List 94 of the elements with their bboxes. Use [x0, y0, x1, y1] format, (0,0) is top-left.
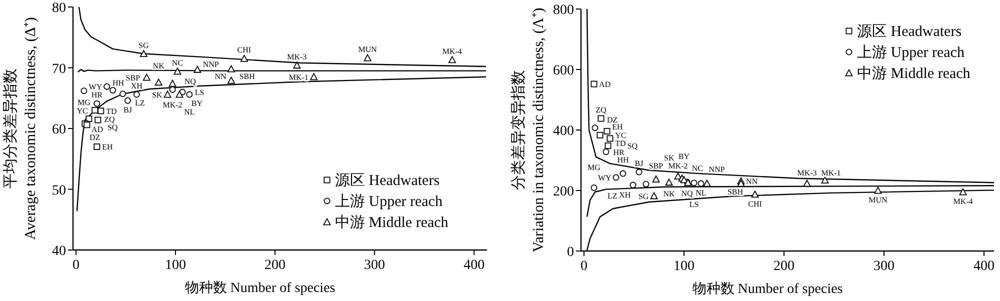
annotation: CHI — [748, 199, 762, 208]
x-tick-label: 200 — [774, 259, 794, 274]
annotation: CHI — [237, 46, 252, 55]
annotation: HR — [91, 90, 104, 100]
annotation: XH — [619, 190, 631, 200]
annotation: SBP — [648, 161, 664, 170]
legend-label: 源区 Headwaters — [857, 23, 962, 40]
annotation: NQ — [184, 77, 196, 86]
legend-label: 上游 Upper reach — [857, 44, 965, 61]
annotation: MK-4 — [953, 197, 973, 206]
x-tick-label: 300 — [874, 259, 894, 274]
y-axis-title: 平均分类差异指数 Average taxonomic distinctness, (Δ⁺) — [2, 17, 39, 240]
annotation: MK-2 — [668, 161, 688, 170]
annotation: AD — [599, 80, 611, 90]
annotation: EH — [612, 122, 624, 132]
y-tick-label: 60 — [52, 122, 66, 138]
legend-label: 上游 Upper reach — [335, 193, 443, 210]
x-tick-label: 200 — [264, 258, 286, 273]
annotation: HR — [613, 148, 626, 157]
y-tick-label: 200 — [553, 184, 574, 200]
annotation: MK-1 — [288, 72, 308, 82]
annotation: HH — [112, 78, 124, 88]
annotation: MK-3 — [797, 168, 817, 178]
annotation: TD — [106, 106, 117, 116]
y-axis-title: 分类差异变异指数 Variation in taxonomic distinctness, (Λ⁺) — [510, 8, 547, 252]
annotation: SBH — [239, 72, 256, 81]
annotation: BJ — [634, 159, 644, 168]
annotation: NK — [663, 189, 675, 198]
annotation: LS — [194, 88, 204, 98]
annotation: ZQ — [104, 114, 116, 124]
annotation: MG — [78, 98, 91, 107]
annotation: MK-2 — [162, 100, 182, 110]
annotation: XH — [130, 81, 143, 90]
annotation: LS — [689, 200, 699, 209]
legend-label: 源区 Headwaters — [335, 172, 440, 189]
y-tick-label: 600 — [553, 64, 574, 78]
annotation: DZ — [607, 115, 618, 124]
x-axis-title: 物种数 Number of species — [692, 281, 843, 297]
annotation: NN — [746, 177, 758, 186]
annotation: WY — [598, 173, 612, 182]
annotation: LZ — [607, 192, 618, 201]
annotation: MG — [588, 162, 601, 172]
annotation: SK — [152, 90, 162, 100]
annotation: MK-3 — [287, 52, 307, 62]
annotation: SQ — [107, 122, 118, 132]
annotation: NNP — [202, 60, 220, 70]
annotation: WY — [88, 82, 102, 92]
x-axis-title: 物种数 Number of species — [184, 280, 336, 296]
x-tick-label: 300 — [364, 258, 386, 273]
y-tick-label: 70 — [52, 62, 66, 77]
annotation: HH — [617, 156, 629, 165]
annotation: BJ — [124, 106, 132, 115]
annotation: MK-4 — [442, 46, 462, 56]
y-tick-label: 400 — [553, 124, 574, 139]
annotation: NL — [184, 107, 195, 116]
y-tick-label: 50 — [52, 183, 66, 198]
annotation: SK — [664, 154, 674, 163]
x-tick-label: 400 — [974, 259, 994, 274]
annotation: MK-1 — [821, 168, 841, 178]
annotation: LZ — [135, 98, 145, 108]
annotation: SG — [138, 40, 149, 50]
annotation: NC — [692, 164, 703, 173]
y-tick-label: 800 — [553, 3, 574, 18]
annotation: NC — [172, 58, 184, 68]
annotation: EH — [102, 142, 113, 152]
annotation: AD — [92, 125, 104, 134]
x-tick-label: 100 — [165, 258, 186, 273]
annotation: DZ — [89, 132, 100, 142]
annotation: BY — [678, 152, 690, 161]
annotation: MUN — [868, 196, 888, 204]
annotation: NN — [214, 72, 227, 82]
annotation: BY — [191, 98, 203, 108]
annotation: TD — [615, 138, 626, 148]
annotation: MUN — [358, 45, 378, 54]
annotation: SQ — [627, 142, 638, 151]
x-tick-label: 0 — [580, 259, 588, 274]
y-tick-label: 80 — [52, 1, 66, 16]
y-tick-label: 40 — [52, 244, 66, 259]
annotation: NK — [152, 61, 165, 70]
x-tick-label: 0 — [72, 258, 80, 273]
x-tick-label: 400 — [464, 258, 485, 273]
annotation: YC — [615, 131, 626, 140]
annotation: YC — [76, 106, 88, 116]
y-tick-label: 0 — [567, 245, 574, 260]
annotation: SBP — [126, 73, 141, 82]
legend-label: 中游 Middle reach — [335, 214, 449, 231]
legend-label: 中游 Middle reach — [857, 65, 971, 82]
annotation: SBH — [727, 187, 744, 196]
annotation: ZQ — [596, 106, 607, 115]
x-tick-label: 100 — [674, 259, 694, 274]
annotation: SG — [638, 192, 649, 201]
annotation: NNP — [708, 164, 726, 174]
annotation: NL — [696, 188, 706, 198]
annotation: NQ — [681, 189, 693, 198]
